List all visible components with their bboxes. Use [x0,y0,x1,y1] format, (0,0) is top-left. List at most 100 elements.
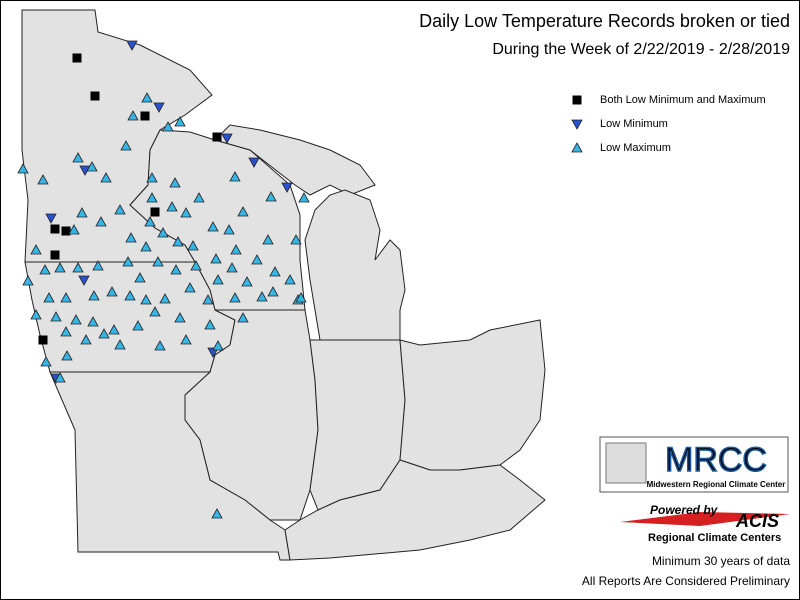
low-maximum-marker [223,224,235,235]
low-maximum-marker [86,161,98,172]
low-minimum-marker [78,275,90,286]
low-maximum-marker [132,320,144,331]
low-maximum-marker [124,290,136,301]
low-maximum-marker [229,171,241,182]
states [21,9,546,561]
low-maximum-marker [174,116,186,127]
low-maximum-marker [146,192,158,203]
low-maximum-marker [180,334,192,345]
legend-label: Low Minimum [600,118,668,130]
low-maximum-marker [80,334,92,345]
both-record-marker [572,95,582,105]
low-maximum-marker [180,207,192,218]
low-maximum-marker [134,272,146,283]
low-maximum-marker [140,241,152,252]
low-maximum-marker [114,339,126,350]
both-record-marker [72,53,82,63]
low-maximum-marker [43,292,55,303]
low-maximum-marker [87,316,99,327]
low-maximum-marker [169,177,181,188]
acis-logo: Powered by ACIS Regional Climate Centers [620,503,790,544]
legend-label: Both Low Minimum and Maximum [600,94,766,106]
acis-swoosh [620,512,790,526]
title: Daily Low Temperature Records broken or … [419,11,790,31]
low-maximum-marker [290,234,302,245]
low-maximum-marker [230,244,242,255]
low-maximum-marker [54,262,66,273]
mrcc-logo: MRCC Midwestern Regional Climate Center [599,436,789,493]
low-maximum-marker [114,204,126,215]
low-minimum-marker [221,133,233,144]
low-maximum-marker [92,260,104,271]
low-maximum-marker [141,92,153,103]
low-maximum-marker [76,207,88,218]
low-maximum-marker [72,152,84,163]
low-maximum-marker [237,312,249,323]
low-maximum-marker [144,216,156,227]
low-maximum-marker [237,206,249,217]
both-record-marker [140,111,150,121]
low-minimum-marker [248,157,260,168]
low-maximum-marker [60,326,72,337]
low-minimum-marker [45,213,57,224]
low-maximum-marker [120,140,132,151]
low-maximum-marker [212,340,224,351]
low-maximum-marker [256,291,268,302]
low-maximum-marker [159,293,171,304]
low-maximum-marker [207,221,219,232]
low-maximum-marker [37,174,49,185]
low-maximum-marker [157,227,169,238]
missouri [49,371,291,561]
low-maximum-marker [39,264,51,275]
low-maximum-marker [17,163,29,174]
logo-map-icon [605,442,647,484]
legend: Both Low Minimum and Maximum Low Minimum L… [571,94,766,154]
both-record-marker [90,91,100,101]
low-maximum-marker [166,201,178,212]
low-minimum-marker [281,182,293,193]
low-maximum-marker [127,110,139,121]
low-maximum-marker [251,254,263,265]
low-maximum-marker [170,264,182,275]
low-maximum-marker [295,292,307,303]
low-maximum-marker [100,172,112,183]
low-maximum-marker [98,328,110,339]
footer-note: Minimum 30 years of data [652,554,790,568]
low-maximum-marker [122,256,134,267]
low-maximum-marker [210,253,222,264]
low-maximum-marker [212,274,224,285]
low-maximum-marker [174,312,186,323]
both-record-marker [50,224,60,234]
low-maximum-marker [22,275,34,286]
low-maximum-marker [146,172,158,183]
low-minimum-marker [126,40,138,51]
legend-label: Low Maximum [600,142,671,154]
low-maximum-marker [88,290,100,301]
low-maximum-marker [68,224,80,235]
low-maximum-marker [152,256,164,267]
lower-michigan [304,189,406,341]
both-record-marker [212,132,222,142]
low-maximum-marker [40,356,52,367]
low-maximum-marker [108,324,120,335]
low-maximum-marker [202,294,214,305]
low-maximum-marker [184,282,196,293]
low-maximum-marker [70,314,82,325]
low-maximum-marker [60,292,72,303]
station-markers [17,40,310,519]
both-record-marker [50,250,60,260]
low-maximum-marker [172,236,184,247]
acis: ACIS [735,511,779,531]
low-maximum-marker [95,216,107,227]
kentucky [284,459,546,561]
rcc: Regional Climate Centers [648,532,781,544]
low-maximum-marker [30,244,42,255]
low-maximum-marker [211,508,223,519]
low-maximum-marker [262,234,274,245]
low-maximum-marker [229,292,241,303]
low-maximum-marker [106,286,118,297]
both-record-marker [61,226,71,236]
low-minimum-marker [153,102,165,113]
